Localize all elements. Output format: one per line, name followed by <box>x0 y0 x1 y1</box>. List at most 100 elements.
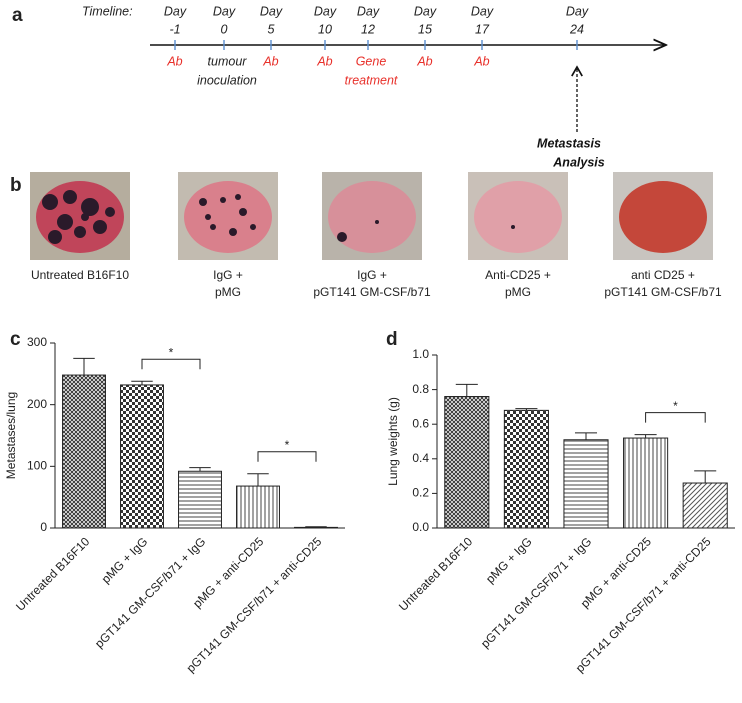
metastasis-spot <box>81 198 99 216</box>
y-tick-label: 100 <box>27 459 47 473</box>
bar <box>563 439 609 529</box>
lung-tissue <box>328 181 416 253</box>
metastasis-spot <box>93 220 107 234</box>
metastasis-spot <box>199 198 207 206</box>
y-tick-label: 300 <box>27 335 47 349</box>
y-tick-label: 0.2 <box>412 486 429 500</box>
photo-caption: Anti-CD25 + <box>485 268 551 282</box>
day-number: 15 <box>418 22 432 36</box>
lung-photo <box>468 172 568 260</box>
metastasis-spot <box>229 228 237 236</box>
event-text: Ab <box>262 54 278 68</box>
metastasis-spot <box>74 226 86 238</box>
metastasis-spot <box>235 194 241 200</box>
event-text: Ab <box>416 54 432 68</box>
x-tick-label: pGT141 GM-CSF/b71 + IgG <box>478 534 594 650</box>
bar <box>294 526 338 529</box>
day-label: Day <box>164 4 187 18</box>
metastasis-spot <box>375 220 379 224</box>
day-label: Day <box>414 4 437 18</box>
y-tick-label: 0.8 <box>412 382 429 396</box>
lung-photo <box>613 172 713 260</box>
day-number: 17 <box>475 22 490 36</box>
bar <box>503 409 549 529</box>
metastasis-spot <box>48 230 62 244</box>
bar <box>62 374 106 529</box>
x-tick-label: pMG + IgG <box>99 534 151 586</box>
bar <box>236 485 280 529</box>
event-text: tumour <box>208 54 248 68</box>
event-text: Analysis <box>552 155 604 169</box>
photo-caption: anti CD25 + <box>631 268 695 282</box>
day-number: 5 <box>268 22 275 36</box>
bar <box>682 482 728 529</box>
significance-bracket <box>257 451 317 462</box>
photo-caption: pMG <box>505 285 531 299</box>
timeline-title: Timeline: <box>82 4 133 18</box>
day-number: 10 <box>318 22 332 36</box>
metastasis-spot <box>210 224 216 230</box>
y-tick-label: 1.0 <box>412 347 429 361</box>
panel-label: b <box>10 175 22 196</box>
lung-photo <box>322 172 422 260</box>
lung-photo <box>30 172 130 260</box>
photo-caption: Untreated B16F10 <box>31 268 129 282</box>
metastasis-spot <box>511 225 515 229</box>
metastasis-spot <box>105 207 115 217</box>
x-tick-label: Untreated B16F10 <box>13 534 92 613</box>
metastasis-spot <box>81 213 89 221</box>
day-number: 12 <box>361 22 375 36</box>
y-tick-label: 0.4 <box>412 451 429 465</box>
bar <box>178 470 222 529</box>
day-label: Day <box>357 4 380 18</box>
day-number: 0 <box>221 22 228 36</box>
event-text: Ab <box>316 54 332 68</box>
significance-star: * <box>285 438 290 452</box>
event-text: Ab <box>473 54 489 68</box>
event-text: inoculation <box>197 73 257 87</box>
lung-tissue <box>619 181 707 253</box>
significance-star: * <box>169 345 174 359</box>
y-tick-label: 0.6 <box>412 416 429 430</box>
y-axis-label: Metastases/lung <box>4 392 18 479</box>
significance-bracket <box>645 412 706 423</box>
day-label: Day <box>566 4 589 18</box>
day-label: Day <box>471 4 494 18</box>
y-tick-label: 0 <box>40 520 47 534</box>
metastasis-spot <box>239 208 247 216</box>
y-axis-label: Lung weights (g) <box>386 397 400 486</box>
panel-label: c <box>10 329 21 350</box>
x-tick-label: pGT141 GM-CSF/b71 + IgG <box>92 534 208 650</box>
lung-tissue <box>184 181 272 253</box>
y-tick-label: 0.0 <box>412 520 429 534</box>
event-text: treatment <box>345 73 398 87</box>
event-text: Ab <box>166 54 182 68</box>
lung-tissue <box>474 181 562 253</box>
bar <box>444 396 490 529</box>
day-label: Day <box>213 4 236 18</box>
lung-photo <box>178 172 278 260</box>
day-label: Day <box>260 4 283 18</box>
metastasis-spot <box>337 232 347 242</box>
metastasis-spot <box>42 194 58 210</box>
event-text: Gene <box>356 54 387 68</box>
x-tick-label: pGT141 GM-CSF/b71 + anti-CD25 <box>573 534 714 675</box>
photo-caption: IgG + <box>213 268 243 282</box>
bar <box>120 384 164 529</box>
photo-caption: pGT141 GM-CSF/b71 <box>313 285 431 299</box>
event-text: Metastasis <box>537 136 601 150</box>
y-tick-label: 200 <box>27 397 47 411</box>
panel-label: d <box>386 329 398 350</box>
metastasis-spot <box>205 214 211 220</box>
day-number: -1 <box>169 22 180 36</box>
lung-tissue <box>36 181 124 253</box>
metastasis-spot <box>250 224 256 230</box>
metastasis-spot <box>57 214 73 230</box>
photo-caption: IgG + <box>357 268 387 282</box>
x-tick-label: Untreated B16F10 <box>396 534 475 613</box>
significance-bracket <box>141 358 201 370</box>
metastasis-spot <box>63 190 77 204</box>
x-tick-label: pMG + IgG <box>483 534 535 586</box>
photo-caption: pGT141 GM-CSF/b71 <box>604 285 722 299</box>
